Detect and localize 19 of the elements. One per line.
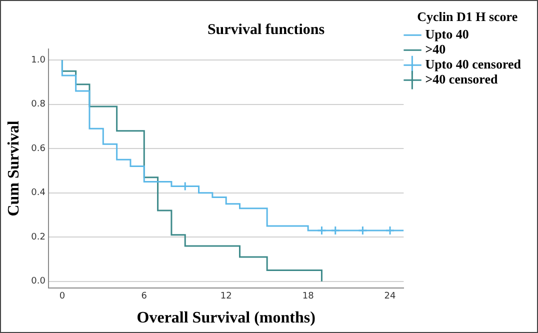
legend-label: >40 censored [425,71,498,86]
x-tick-label: 0 [59,292,66,302]
legend-label: Upto 40 [425,26,469,42]
x-tick-label: 6 [141,292,148,302]
legend-label: >40 [425,41,446,56]
x-axis-title: Overall Survival (months) [136,310,316,327]
x-tick-label: 24 [384,292,396,302]
y-tick-label: 1.0 [31,55,46,66]
y-tick-label: 0.0 [31,276,46,287]
legend-label: Upto 40 censored [425,56,522,72]
y-tick-label: 0.4 [31,188,46,198]
y-tick-label: 0.6 [31,144,46,154]
legend-title: Cyclin D1 H score [417,8,518,24]
y-tick-label: 0.2 [31,232,46,242]
y-axis-title: Cum Survival [6,120,23,216]
chart-title: Survival functions [207,22,325,38]
x-tick-label: 12 [220,292,232,302]
y-tick-label: 0.8 [31,100,46,110]
x-tick-label: 18 [302,292,314,302]
